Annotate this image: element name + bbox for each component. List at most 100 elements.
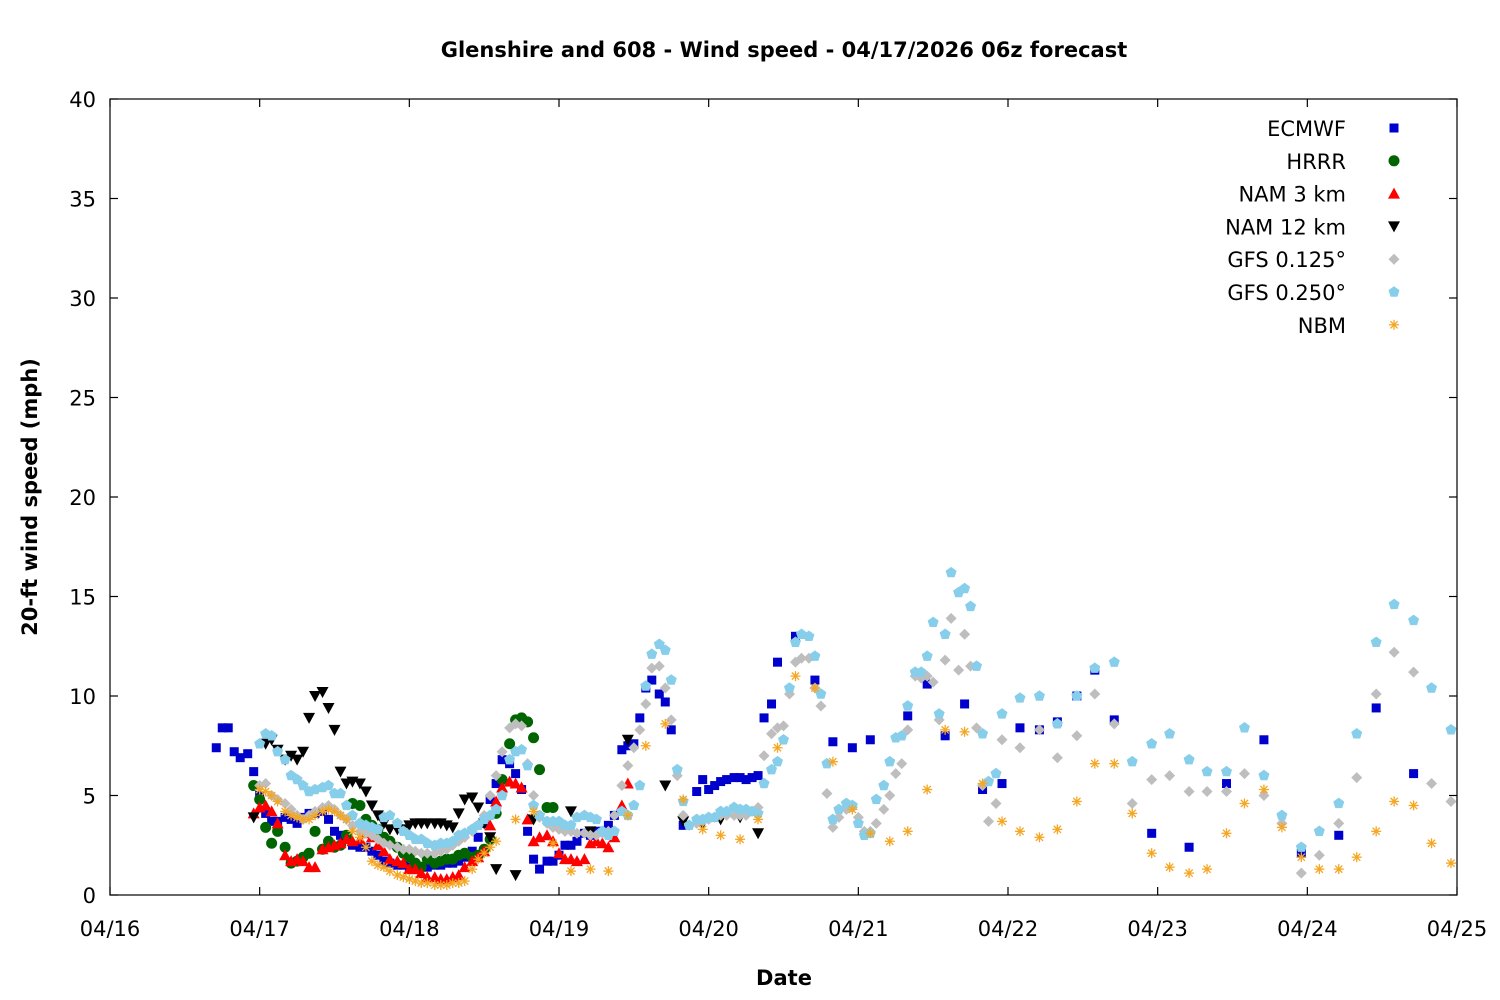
data-point [534,764,546,776]
data-point [279,849,292,861]
data-point [466,792,479,804]
data-point [490,864,503,876]
data-point [777,733,790,745]
data-point [1313,825,1325,837]
x-tick-label: 04/17 [229,917,290,941]
data-point [235,753,245,763]
data-point [335,830,345,840]
data-point [783,682,795,693]
data-point [490,770,502,782]
y-tick-label: 40 [69,88,96,112]
data-point [1333,797,1345,809]
data-point [997,779,1007,789]
data-point [1314,864,1325,875]
data-point [602,841,615,853]
data-point [1183,753,1195,765]
data-point [977,778,988,789]
data-point [1388,598,1400,610]
data-point [622,760,634,772]
data-point [1296,852,1307,863]
data-point [279,753,291,765]
data-point [940,724,951,735]
data-point [1445,724,1457,735]
data-point [896,730,908,741]
data-point [347,826,358,837]
data-point [939,628,951,639]
data-point [795,652,807,664]
data-point [1201,765,1213,777]
data-point [634,724,646,736]
data-point [484,819,497,831]
data-point [397,843,409,855]
data-point [692,787,702,797]
data-point [271,817,284,829]
data-point [953,664,965,676]
data-point [1089,662,1101,673]
data-point [1127,808,1138,819]
data-point [653,660,665,672]
data-point [1446,858,1457,869]
legend-marker [1389,123,1399,133]
data-point [309,825,321,837]
x-axis-label: Date [756,966,812,990]
data-point [1334,830,1344,840]
data-point [1426,682,1438,693]
data-point [1126,797,1138,809]
y-tick-label: 5 [83,785,96,809]
data-point [960,699,970,709]
data-point [704,785,714,795]
data-point [660,697,670,707]
data-point [584,829,596,841]
data-point [896,758,908,770]
data-point [1333,817,1345,829]
legend-label: NAM 12 km [1225,215,1346,239]
data-point [272,745,284,757]
data-point [884,836,895,847]
y-tick-label: 30 [69,287,96,311]
data-point [490,795,503,807]
data-point [340,799,352,811]
legend-label: NBM [1298,314,1346,338]
data-point [878,803,890,815]
data-point [1370,636,1382,647]
data-point [1183,786,1195,798]
data-point [1238,722,1250,733]
data-point [608,825,620,837]
data-point [940,731,950,741]
data-point [291,773,303,785]
data-point [467,846,477,856]
data-point [297,779,309,791]
data-point [472,802,485,814]
data-point [640,740,651,751]
data-point [971,660,983,671]
data-point [741,775,751,785]
legend-label: GFS 0.125° [1227,248,1346,272]
data-point [1351,772,1363,784]
data-point [1259,735,1269,745]
x-tick-label: 04/25 [1427,917,1488,941]
data-point [322,702,335,714]
data-point [590,813,602,825]
legend-label: GFS 0.250° [1227,281,1346,305]
data-point [890,768,902,780]
data-point [458,794,471,806]
data-point [1164,862,1175,873]
data-point [578,853,591,865]
data-point [878,779,890,791]
data-point [1371,703,1381,713]
data-point [640,698,652,710]
data-point [1108,656,1120,667]
data-point [1221,828,1232,839]
data-point [647,675,657,685]
data-point [753,771,763,781]
y-axis-label: 20-ft wind speed (mph) [18,358,42,636]
data-point [1051,752,1063,764]
data-point [683,819,695,831]
data-point [496,746,508,758]
data-point [621,734,634,746]
data-point [634,779,646,791]
data-point [515,781,528,793]
data-point [566,840,576,850]
data-point [666,725,676,735]
